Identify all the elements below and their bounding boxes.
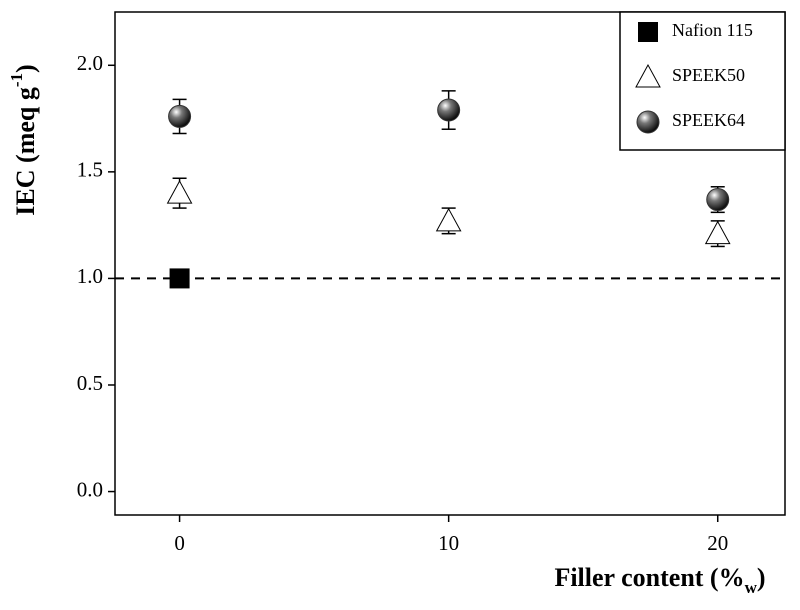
x-tick-label: 20 — [707, 531, 728, 555]
marker — [437, 98, 461, 122]
legend-marker — [635, 63, 661, 88]
legend-marker — [638, 22, 658, 42]
marker — [435, 207, 462, 232]
y-tick-label: 2.0 — [77, 51, 103, 75]
legend-marker — [636, 110, 660, 134]
x-tick-label: 0 — [174, 531, 185, 555]
y-tick-label: 0.0 — [77, 477, 103, 501]
x-axis-label: Filler content (%w) — [554, 563, 765, 597]
y-axis-label: IEC (meq g-1) — [7, 64, 40, 215]
marker — [706, 188, 730, 212]
x-tick-label: 10 — [438, 531, 459, 555]
plot-frame — [114, 11, 786, 516]
legend-label: SPEEK50 — [672, 65, 745, 85]
marker — [168, 104, 192, 128]
y-tick-label: 1.0 — [77, 264, 103, 288]
y-tick-label: 1.5 — [77, 158, 103, 182]
y-tick-label: 0.5 — [77, 371, 103, 395]
marker — [166, 180, 193, 204]
legend-label: SPEEK64 — [672, 110, 745, 130]
marker — [704, 220, 731, 245]
legend-label: Nafion 115 — [672, 20, 753, 40]
marker — [169, 268, 190, 289]
